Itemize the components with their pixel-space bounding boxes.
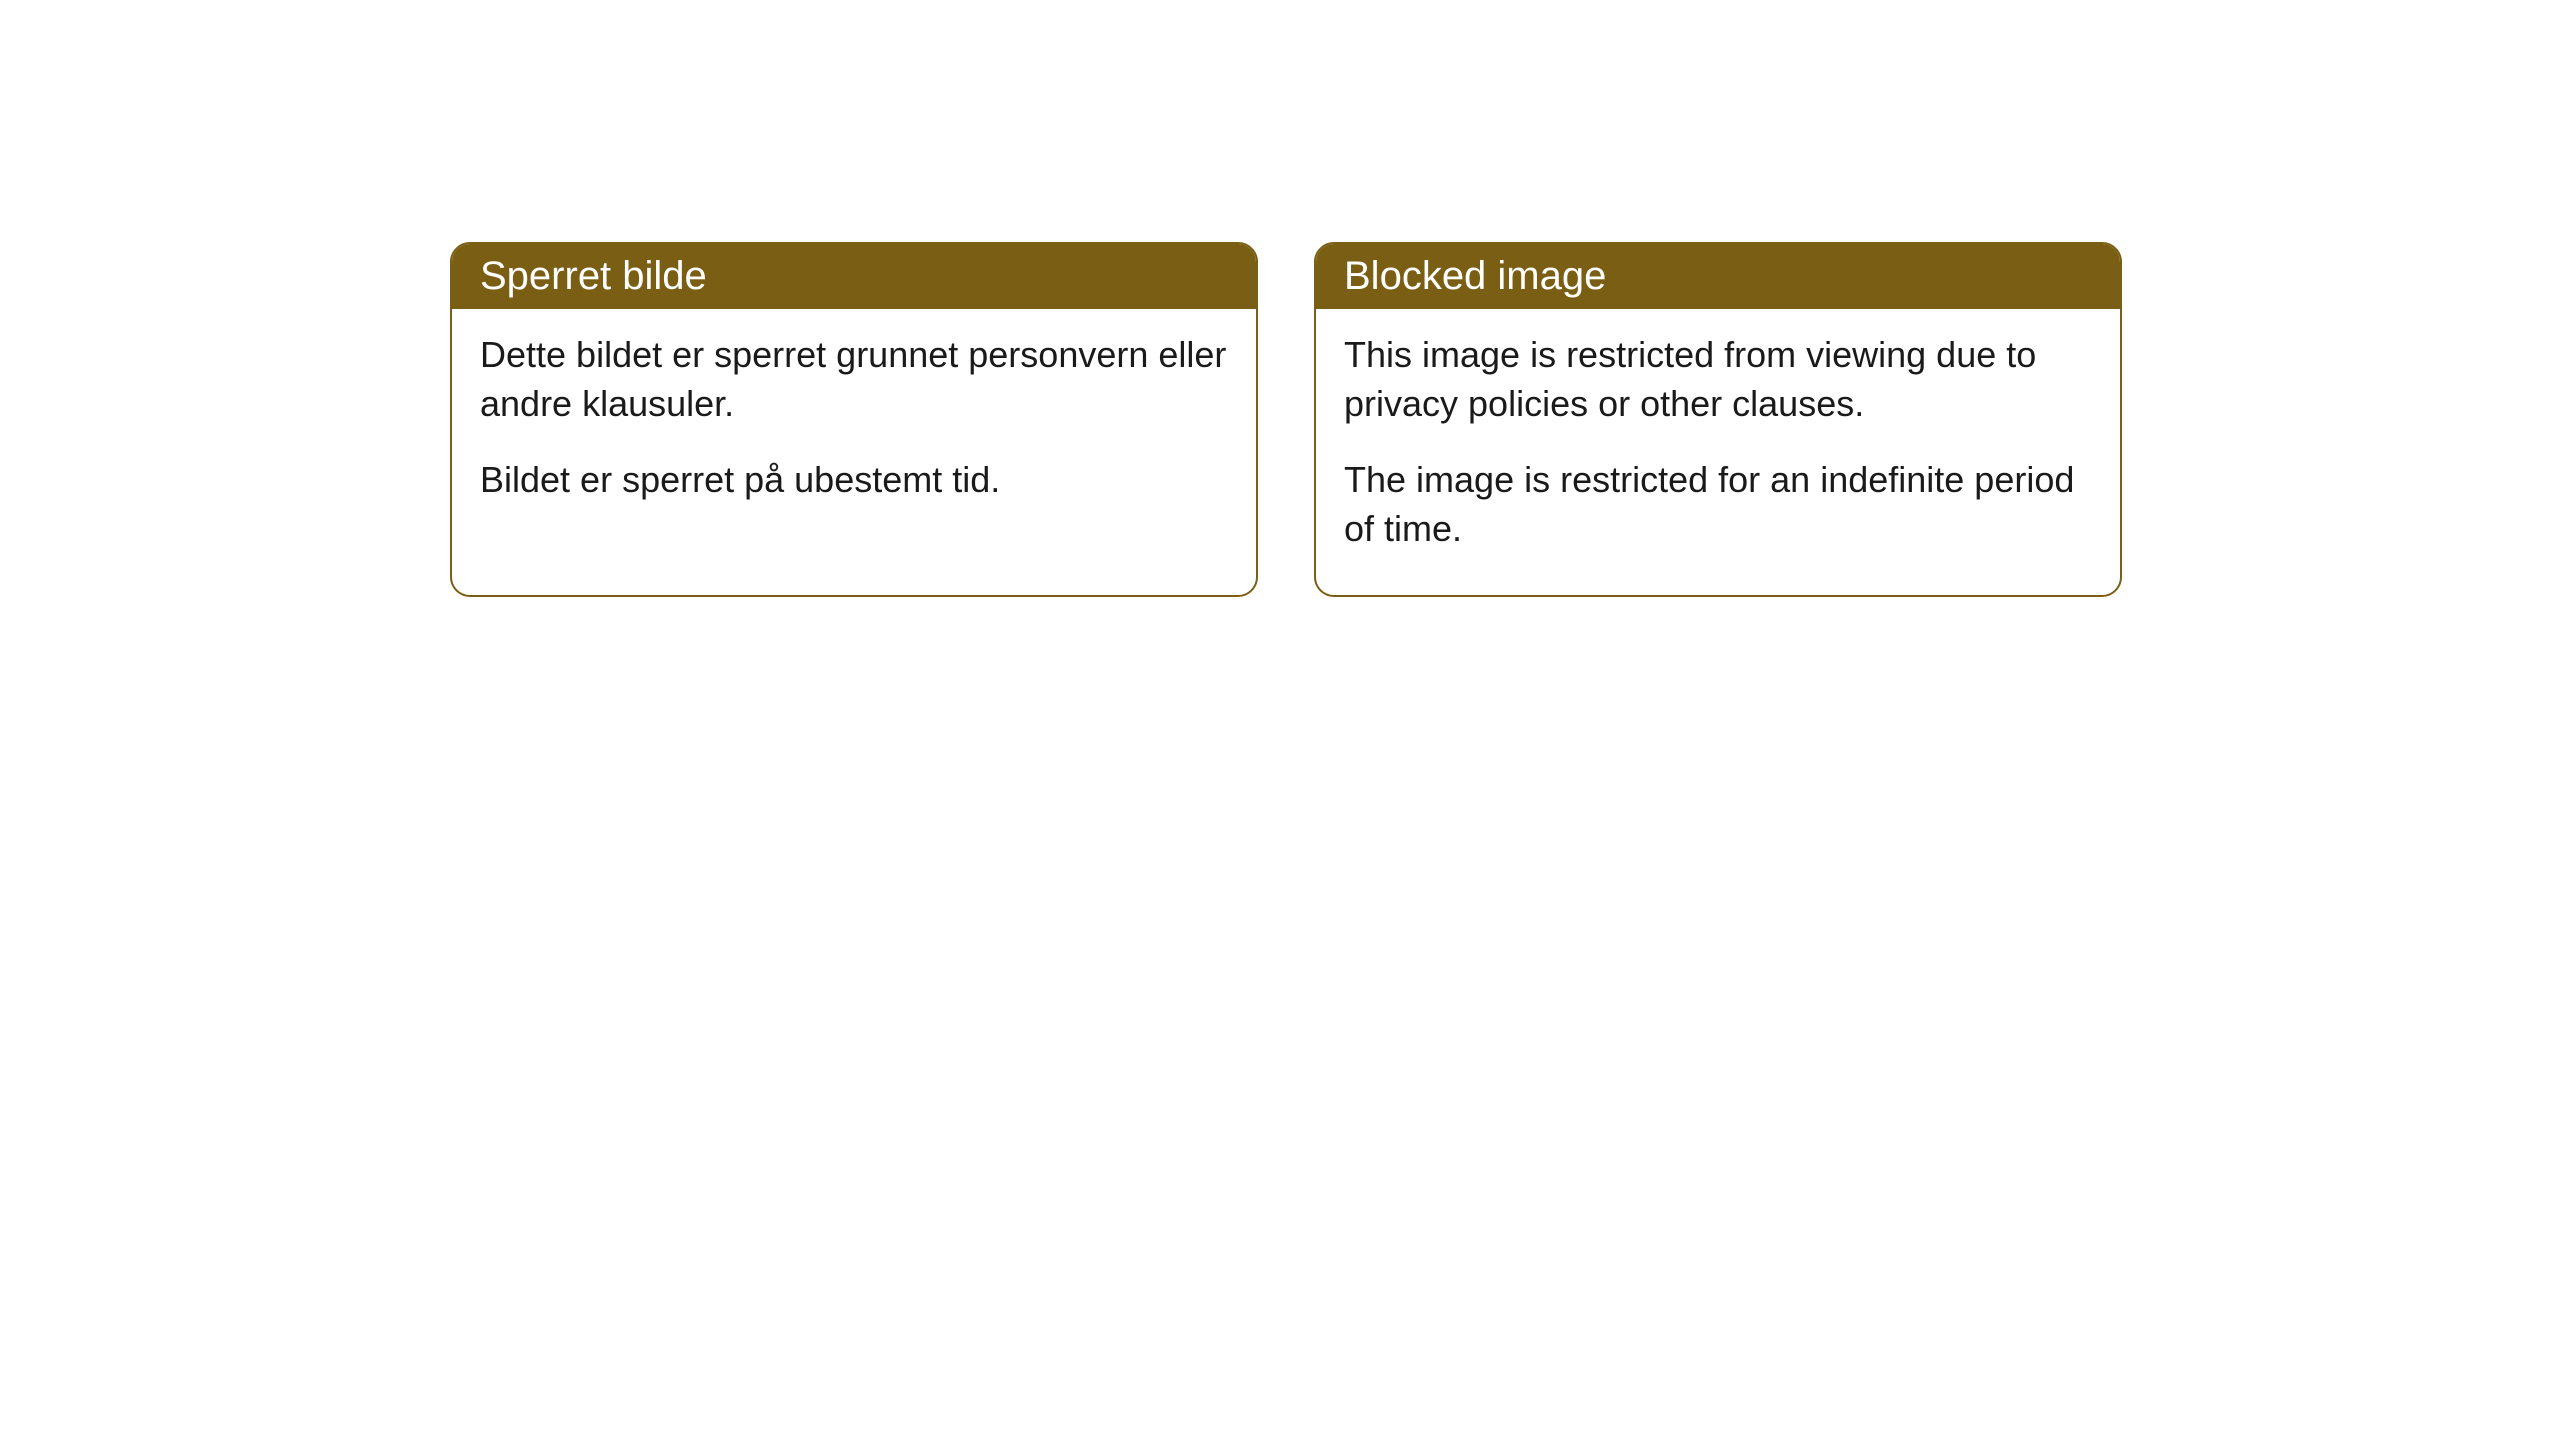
card-paragraph: The image is restricted for an indefinit… [1344,456,2092,553]
card-title: Sperret bilde [480,254,707,298]
card-body: Dette bildet er sperret grunnet personve… [452,309,1256,547]
card-body: This image is restricted from viewing du… [1316,309,2120,595]
card-header: Blocked image [1316,244,2120,309]
card-paragraph: Dette bildet er sperret grunnet personve… [480,331,1228,428]
card-paragraph: This image is restricted from viewing du… [1344,331,2092,428]
card-title: Blocked image [1344,254,1606,298]
notice-card-english: Blocked image This image is restricted f… [1314,242,2122,597]
card-paragraph: Bildet er sperret på ubestemt tid. [480,456,1228,505]
notice-cards-container: Sperret bilde Dette bildet er sperret gr… [450,242,2122,597]
card-header: Sperret bilde [452,244,1256,309]
notice-card-norwegian: Sperret bilde Dette bildet er sperret gr… [450,242,1258,597]
